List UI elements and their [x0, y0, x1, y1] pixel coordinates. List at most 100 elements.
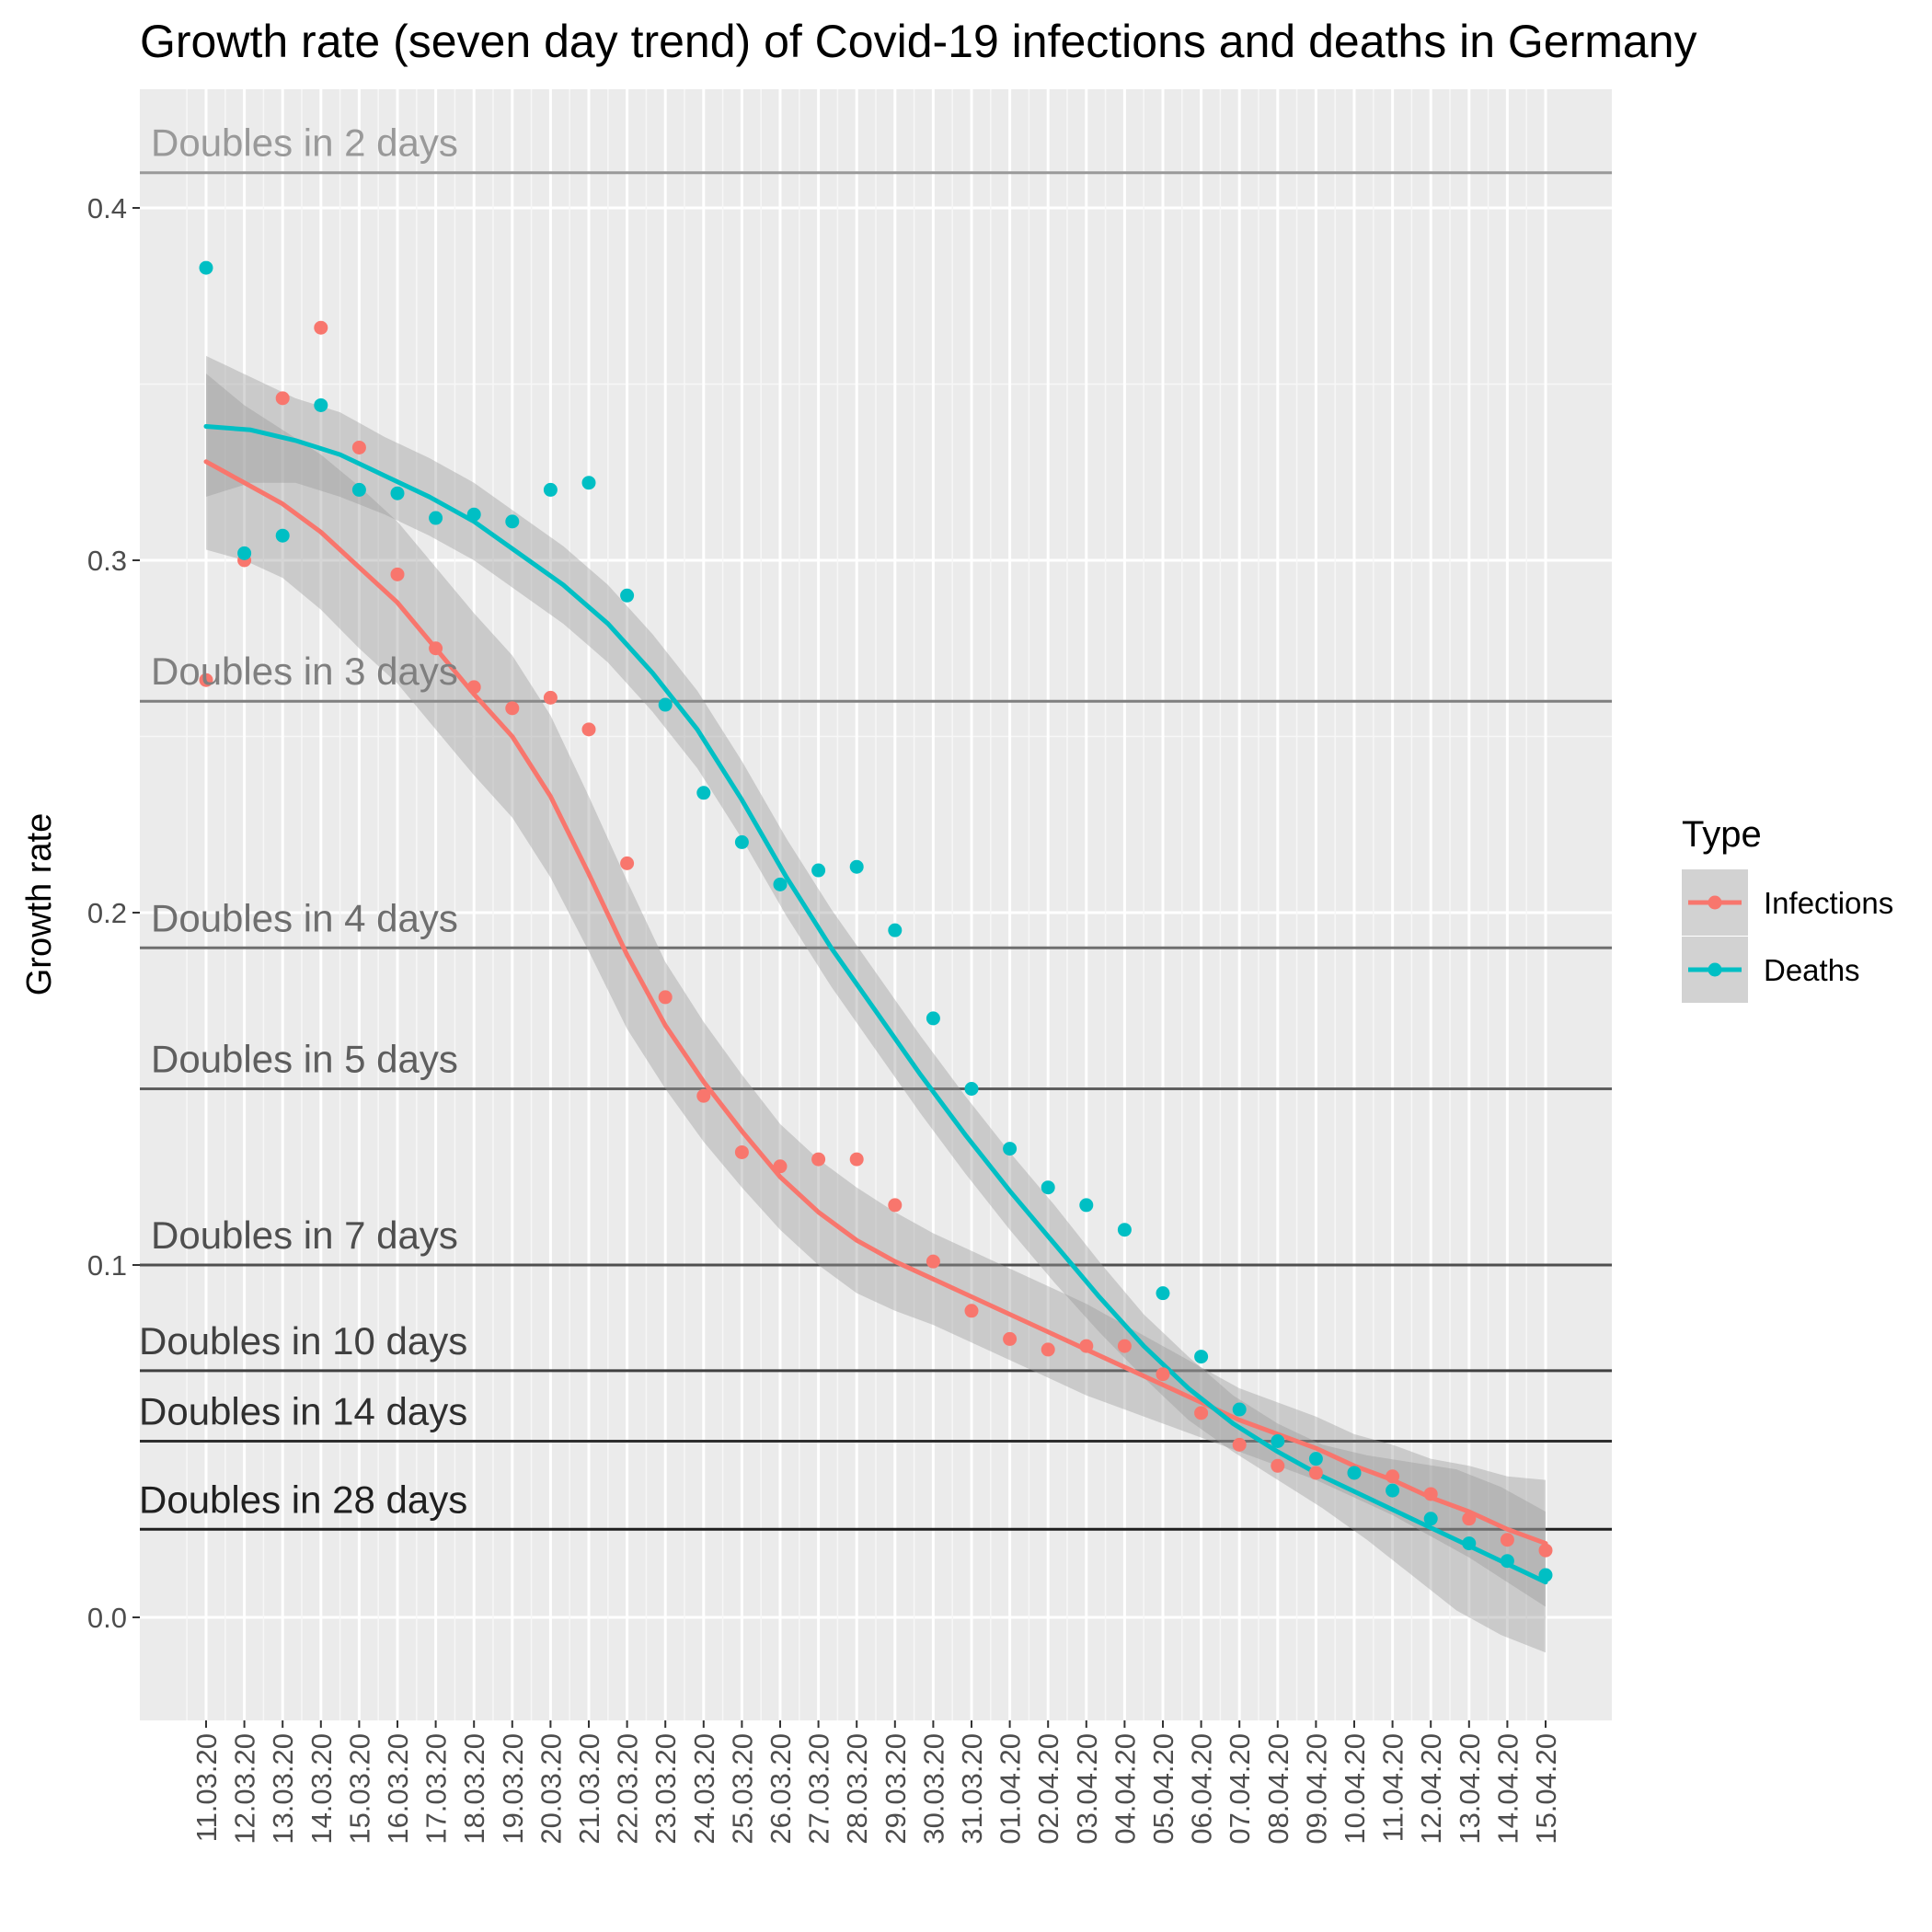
- data-point: [1117, 1339, 1132, 1353]
- legend-label: Infections: [1764, 886, 1893, 920]
- y-axis-title: Growth rate: [20, 813, 59, 996]
- data-point: [1386, 1469, 1400, 1484]
- data-point: [658, 697, 673, 712]
- x-tick-label: 08.04.20: [1262, 1733, 1294, 1845]
- confidence-band: [206, 374, 1546, 1607]
- data-point: [1232, 1402, 1247, 1417]
- y-tick-label: 0.1: [87, 1249, 127, 1282]
- data-point: [466, 680, 481, 695]
- chart-title: Growth rate (seven day trend) of Covid-1…: [140, 16, 1697, 67]
- reference-label: Doubles in 10 days: [139, 1319, 467, 1363]
- reference-labels: Doubles in 2 days Doubles in 3 days Double…: [139, 121, 467, 1522]
- x-tick-label: 06.04.20: [1186, 1733, 1218, 1845]
- data-point: [1500, 1533, 1514, 1547]
- x-tick-label: 24.03.20: [688, 1733, 720, 1845]
- data-point: [1041, 1342, 1055, 1357]
- x-tick-label: 09.04.20: [1300, 1733, 1332, 1845]
- data-point: [1156, 1367, 1170, 1382]
- legend: Type Infections Deaths: [1682, 814, 1893, 1003]
- data-point: [696, 786, 711, 800]
- data-point: [1041, 1180, 1055, 1195]
- data-point: [1347, 1466, 1362, 1480]
- x-tick-label: 13.04.20: [1454, 1733, 1486, 1845]
- data-point: [1538, 1568, 1553, 1582]
- x-tick-label: 27.03.20: [803, 1733, 835, 1845]
- x-tick-label: 04.04.20: [1109, 1733, 1141, 1845]
- data-point: [1194, 1406, 1209, 1420]
- x-tick-label: 30.03.20: [917, 1733, 949, 1845]
- x-tick-label: 22.03.20: [612, 1733, 644, 1845]
- x-tick-label: 21.03.20: [573, 1733, 605, 1845]
- data-point: [811, 1152, 826, 1167]
- x-tick-label: 12.04.20: [1415, 1733, 1447, 1845]
- y-tick-label: 0.4: [87, 192, 127, 224]
- data-point: [1271, 1458, 1285, 1473]
- data-point: [581, 722, 596, 737]
- reference-lines: [140, 171, 1612, 1531]
- reference-label: Doubles in 3 days: [151, 650, 458, 693]
- x-tick-label: 28.03.20: [841, 1733, 873, 1845]
- reference-label: Doubles in 5 days: [151, 1038, 458, 1081]
- smooth-lines: [203, 423, 1548, 1585]
- x-tick-label: 14.03.20: [305, 1733, 338, 1845]
- data-point: [734, 834, 749, 849]
- x-tick-label: 11.03.20: [190, 1733, 223, 1842]
- data-point: [1117, 1223, 1132, 1237]
- legend-key-point: [1708, 895, 1722, 910]
- reference-label: Doubles in 2 days: [151, 121, 458, 165]
- data-point: [429, 511, 443, 525]
- x-tick-label: 23.03.20: [650, 1733, 682, 1845]
- data-point: [275, 391, 290, 406]
- data-points: [199, 260, 1553, 1582]
- data-point: [620, 588, 635, 603]
- data-point: [543, 482, 558, 497]
- data-point: [390, 567, 405, 581]
- legend-title: Type: [1682, 814, 1762, 855]
- data-point: [1462, 1512, 1477, 1526]
- data-point: [351, 440, 366, 454]
- data-point: [237, 546, 252, 560]
- data-point: [1423, 1487, 1438, 1501]
- reference-label: Doubles in 7 days: [151, 1213, 458, 1257]
- data-point: [1156, 1286, 1170, 1301]
- x-tick-label: 18.03.20: [458, 1733, 490, 1845]
- data-point: [926, 1254, 940, 1269]
- data-point: [1079, 1198, 1094, 1213]
- data-point: [581, 476, 596, 490]
- data-point: [390, 486, 405, 500]
- smooth-line: [203, 423, 1548, 1585]
- x-tick-label: 15.04.20: [1530, 1733, 1562, 1845]
- data-point: [888, 923, 903, 937]
- x-axis: 11.03.20 12.03.20 13.03.20 14.03.20 15.03.20…: [190, 1720, 1562, 1845]
- data-point: [1271, 1434, 1285, 1448]
- x-tick-label: 11.04.20: [1377, 1733, 1409, 1842]
- y-tick-label: 0.0: [87, 1602, 127, 1634]
- x-tick-label: 31.03.20: [956, 1733, 988, 1845]
- data-point: [696, 1088, 711, 1103]
- data-point: [199, 260, 213, 275]
- data-point: [314, 320, 328, 335]
- data-point: [543, 690, 558, 705]
- data-point: [773, 1159, 788, 1174]
- data-point: [964, 1082, 979, 1096]
- x-tick-label: 25.03.20: [726, 1733, 758, 1845]
- data-point: [1386, 1483, 1400, 1498]
- confidence-bands: [206, 355, 1547, 1653]
- data-point: [849, 859, 864, 874]
- x-tick-label: 10.04.20: [1339, 1733, 1371, 1845]
- data-point: [429, 641, 443, 656]
- x-tick-label: 16.03.20: [382, 1733, 414, 1845]
- y-tick-label: 0.3: [87, 545, 127, 577]
- data-point: [505, 514, 520, 529]
- data-point: [1003, 1142, 1018, 1156]
- grid-lines: [140, 89, 1612, 1720]
- x-tick-label: 19.03.20: [497, 1733, 529, 1845]
- y-axis: 0.0 0.1 0.2 0.3 0.4: [87, 192, 140, 1634]
- data-point: [773, 877, 788, 891]
- x-tick-label: 20.03.20: [535, 1733, 567, 1845]
- data-point: [888, 1198, 903, 1213]
- x-tick-label: 12.03.20: [229, 1733, 261, 1845]
- data-point: [1003, 1331, 1018, 1346]
- reference-label: Doubles in 14 days: [139, 1390, 467, 1433]
